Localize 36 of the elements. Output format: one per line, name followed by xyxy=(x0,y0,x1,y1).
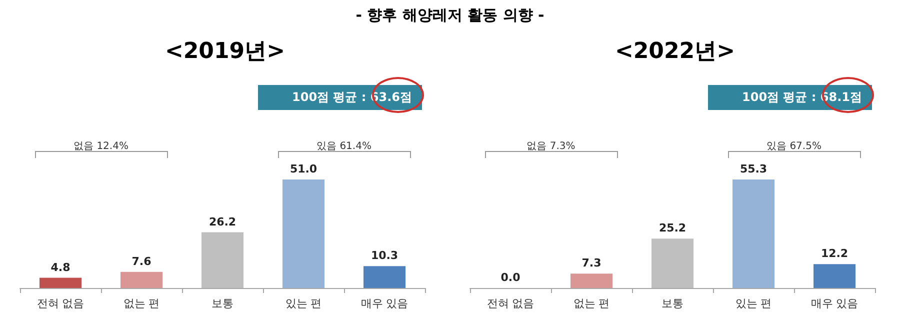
chart-title: <2022년> xyxy=(614,38,736,66)
data-label: 7.3 xyxy=(582,256,602,270)
chart-title: <2019년> xyxy=(164,38,286,66)
text: - 향후 해양레저 활동 의향 - xyxy=(354,6,546,25)
data-label: 55.3 xyxy=(740,162,768,176)
bar xyxy=(120,272,162,288)
data-label: 25.2 xyxy=(658,222,686,235)
x-tick-label: 전혀 없음 xyxy=(36,297,84,310)
data-label: 12.2 xyxy=(820,247,848,260)
bar xyxy=(202,232,244,288)
bar xyxy=(570,274,612,288)
text: 없음 12.4% xyxy=(72,140,130,153)
text: 없음 7.3% xyxy=(526,140,576,153)
bar xyxy=(40,278,82,288)
x-tick-label: 없는 편 xyxy=(123,297,160,310)
x-tick-label: 보통 xyxy=(662,297,684,310)
data-label: 51.0 xyxy=(290,162,318,176)
x-tick-label: 보통 xyxy=(212,297,234,310)
data-label: 0.0 xyxy=(500,271,521,284)
bar xyxy=(814,264,856,288)
bar xyxy=(282,180,324,288)
x-tick-label: 매우 있음 xyxy=(810,297,858,310)
text: 있음 67.5% xyxy=(766,140,822,153)
bar xyxy=(364,266,406,288)
data-label: 26.2 xyxy=(208,215,236,228)
x-tick-label: 전혀 없음 xyxy=(486,297,534,310)
data-label: 7.6 xyxy=(132,254,152,268)
x-tick-label: 없는 편 xyxy=(573,297,610,310)
data-label: 10.3 xyxy=(370,249,398,262)
bar xyxy=(732,180,774,288)
x-tick-label: 있는 편 xyxy=(735,297,772,310)
text: 있음 61.4% xyxy=(316,140,372,153)
x-tick-label: 매우 있음 xyxy=(360,297,408,310)
bar xyxy=(652,238,694,288)
data-label: 4.8 xyxy=(50,260,70,274)
x-tick-label: 있는 편 xyxy=(285,297,322,310)
